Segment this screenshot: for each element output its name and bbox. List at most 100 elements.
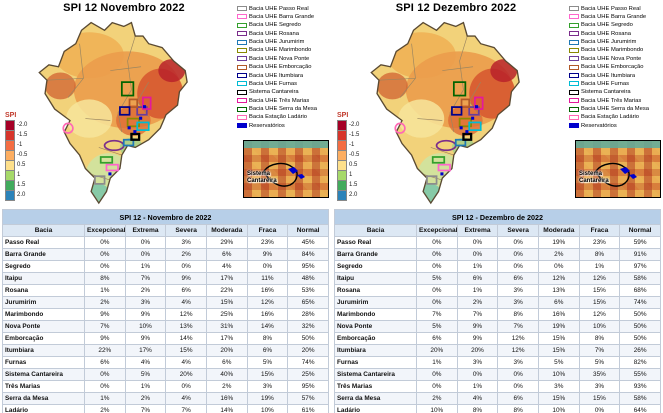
legend-item: Bacia UHE Rosana (237, 30, 329, 37)
value-cell: 61% (287, 404, 329, 413)
value-cell: 2% (205, 380, 248, 394)
value-cell: 50% (619, 320, 661, 334)
basin-name: Barra Grande (2, 248, 85, 262)
value-cell: 12% (165, 308, 207, 322)
legend-item: Bacia UHE Marimbondo (569, 47, 661, 54)
value-cell: 12% (578, 272, 621, 286)
country-outline (370, 21, 520, 205)
legend-item-label: Bacia UHE Rosana (581, 30, 631, 37)
cantareira-inset: Sistema Cantareira (243, 140, 329, 198)
legend-swatch (569, 73, 579, 79)
value-cell: 5% (416, 272, 458, 286)
colorbar-cell: -1 (337, 141, 354, 151)
value-cell: 14% (246, 320, 289, 334)
value-cell: 0% (497, 380, 539, 394)
value-cell: 32% (287, 320, 329, 334)
colorbar-tick: 1.5 (17, 182, 26, 188)
value-cell: 23% (246, 236, 289, 250)
value-cell: 40% (205, 368, 248, 382)
spi-raster (45, 32, 186, 204)
colorbar-cell: -0.5 (337, 151, 359, 161)
value-cell: 6% (416, 332, 458, 346)
colorbar-tick: -1.5 (17, 132, 28, 138)
value-cell: 19% (537, 236, 580, 250)
basin-name: Serra da Mesa (2, 392, 85, 406)
legend-item-label: Bacia UHE Nova Ponte (581, 55, 642, 62)
value-cell: 1% (456, 260, 499, 274)
legend-swatch (237, 98, 247, 104)
inset-label: Sistema Cantareira (579, 171, 609, 185)
legend-item: Bacia UHE Itumbiara (237, 72, 329, 79)
value-cell: 8% (578, 332, 621, 346)
value-cell: 12% (497, 344, 539, 358)
legend-item-label: Bacia UHE Itumbiara (249, 72, 304, 79)
legend-item: Bacia UHE Jurumirim (237, 39, 329, 46)
legend-swatch (569, 6, 579, 12)
map-area: SPI 12 Dezembro 2022 (332, 0, 663, 207)
column-header: Fraca (246, 223, 289, 238)
legend-item: Bacia UHE Rosana (569, 30, 661, 37)
value-cell: 4% (165, 392, 207, 406)
basin-name: Passo Real (334, 236, 417, 250)
value-cell: 20% (165, 368, 207, 382)
legend-swatch (237, 89, 247, 95)
colorbar-tick: 0.5 (17, 162, 26, 168)
basin-name: Passo Real (2, 236, 85, 250)
value-cell: 95% (287, 260, 329, 274)
colorbar-tick: 2.0 (17, 192, 26, 198)
table-row: Nova Ponte 7% 10% 13% 31% 14% 32% (2, 320, 329, 334)
value-cell: 0% (124, 236, 167, 250)
value-cell: 6% (497, 392, 539, 406)
basin-name: Barra Grande (334, 248, 417, 262)
table-body: Passo Real 0% 0% 3% 29% 23% 45% Barra Grande 0% 0… (2, 236, 329, 413)
colorbar-cells: -2.0 -1.5 -1 -0.5 0.5 1 1.5 2.0 (337, 120, 371, 201)
value-cell: 3% (497, 356, 539, 370)
legend: Bacia UHE Passo Real Bacia UHE Barra Gran… (237, 5, 329, 129)
value-cell: 23% (578, 236, 621, 250)
basin-name: Marimbondo (2, 308, 85, 322)
value-cell: 5% (537, 356, 580, 370)
value-cell: 9% (165, 272, 207, 286)
column-header: Severa (497, 223, 539, 238)
colorbar-cell: 2.0 (5, 191, 25, 201)
legend-item-label: Bacia UHE Nova Ponte (249, 55, 310, 62)
value-cell: 0% (456, 368, 499, 382)
value-cell: 0% (416, 296, 458, 310)
column-header: Severa (165, 223, 207, 238)
colorbar-cell: -2.0 (5, 120, 27, 131)
basin-name: Itumbiara (334, 344, 417, 358)
value-cell: 6% (205, 356, 248, 370)
table-row: Sistema Cantareira 0% 5% 20% 40% 15% 25% (2, 368, 329, 382)
table-row: Emborcação 9% 9% 14% 17% 8% 50% (2, 332, 329, 346)
legend-item-label: Bacia UHE Passo Real (249, 5, 309, 12)
basin-name: Nova Ponte (334, 320, 417, 334)
value-cell: 0% (416, 236, 458, 250)
table-row: Rosana 1% 2% 6% 22% 16% 53% (2, 284, 329, 298)
colorbar-cell: 1 (5, 171, 20, 181)
legend-item-label: Bacia UHE Furnas (249, 80, 298, 87)
value-cell: 3% (456, 356, 499, 370)
table-row: Nova Ponte 5% 9% 7% 19% 10% 50% (334, 320, 661, 334)
value-cell: 6% (205, 248, 248, 262)
value-cell: 31% (205, 320, 248, 334)
legend-swatch (569, 64, 579, 70)
table-row: Barra Grande 0% 0% 0% 2% 8% 91% (334, 248, 661, 262)
value-cell: 7% (578, 344, 621, 358)
value-cell: 58% (619, 392, 661, 406)
value-cell: 0% (124, 248, 167, 262)
value-cell: 50% (287, 332, 329, 346)
value-cell: 20% (287, 344, 329, 358)
legend-item: Bacia Estação Ladário (237, 114, 329, 121)
value-cell: 45% (287, 236, 329, 250)
value-cell: 19% (537, 320, 580, 334)
legend-item-label: Bacia UHE Segredo (581, 22, 633, 29)
value-cell: 8% (497, 308, 539, 322)
value-cell: 20% (416, 344, 458, 358)
value-cell: 2% (84, 404, 126, 413)
value-cell: 97% (619, 260, 661, 274)
column-header: Bacia (2, 223, 85, 238)
value-cell: 3% (497, 296, 539, 310)
value-cell: 17% (205, 332, 248, 346)
basin-name: Itaipu (2, 272, 85, 286)
value-cell: 10% (537, 404, 580, 413)
